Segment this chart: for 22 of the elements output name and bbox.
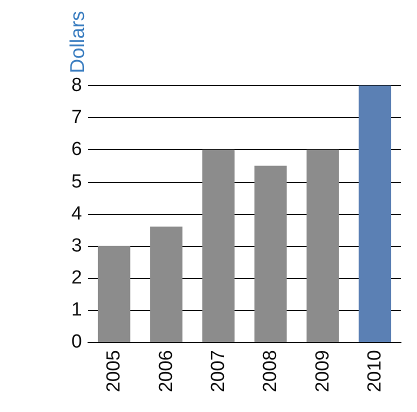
y-axis-title: Dollars (67, 11, 89, 74)
y-tick-label: 6 (71, 139, 82, 160)
x-tick-label: 2010 (364, 350, 386, 392)
bar (306, 150, 339, 342)
x-tick-label: 2007 (208, 350, 229, 392)
y-tick-label: 7 (71, 107, 82, 128)
bar (150, 226, 182, 342)
x-tick-label: 2006 (156, 350, 177, 392)
bar (98, 246, 130, 342)
y-tick-label: 4 (71, 203, 82, 224)
y-tick-label: 3 (71, 235, 82, 256)
x-tick-label: 2005 (104, 350, 125, 392)
y-tick-label: 0 (71, 332, 82, 352)
y-tick-label: 1 (71, 299, 82, 320)
bar (358, 86, 392, 342)
y-tick-label: 2 (71, 267, 82, 288)
x-tick-label: 2008 (260, 350, 282, 392)
y-tick-label: 5 (71, 171, 82, 192)
bar (202, 150, 235, 342)
bar (254, 166, 287, 342)
y-tick-label: 8 (71, 75, 82, 96)
x-tick-label: 2009 (312, 350, 334, 392)
